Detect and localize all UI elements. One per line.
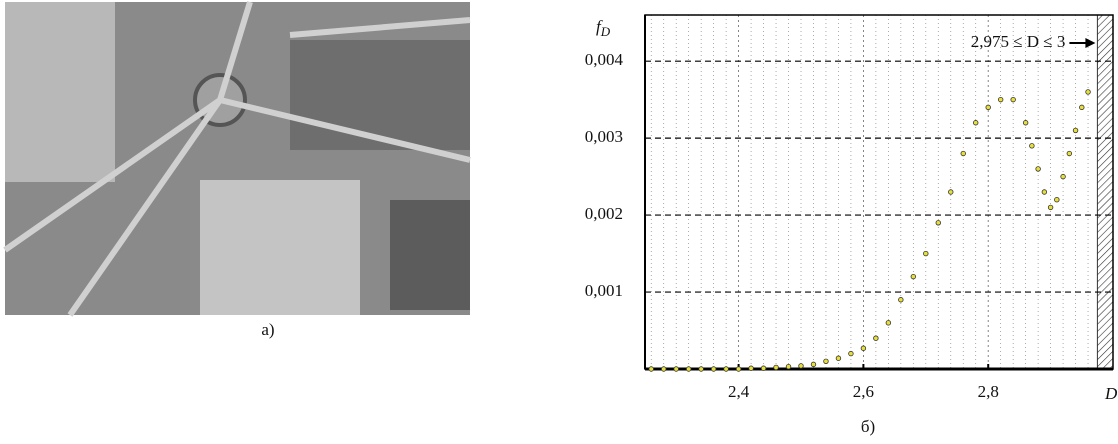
point [849, 351, 854, 356]
point [1042, 190, 1047, 195]
point [936, 220, 941, 225]
caption: а) [261, 320, 274, 339]
point [749, 366, 754, 371]
point [711, 367, 716, 372]
point [1055, 197, 1060, 202]
point [1030, 144, 1035, 149]
point [899, 297, 904, 302]
point [1061, 174, 1066, 179]
x-tick-label: 2,4 [728, 382, 750, 401]
point [799, 364, 804, 369]
y-axis-label-sub: D [600, 24, 611, 39]
point [861, 346, 866, 351]
point [1023, 120, 1028, 125]
point [973, 120, 978, 125]
point [674, 367, 679, 372]
shaded-span [1097, 15, 1113, 369]
point [774, 365, 779, 370]
y-tick-label: 0,003 [585, 127, 623, 146]
plot: 2,4 2,6 2,8 0,001 0,002 0,003 0,004 2,975 ≤ D ≤… [585, 15, 1113, 401]
y-tick-label: 0,001 [585, 281, 623, 300]
point [649, 367, 654, 372]
point [1036, 167, 1041, 172]
point [786, 364, 791, 369]
point [699, 367, 704, 372]
point [1073, 128, 1078, 133]
point [761, 366, 766, 371]
caption: б) [861, 417, 875, 436]
point [1086, 90, 1091, 95]
point [1048, 205, 1053, 210]
point [736, 367, 741, 372]
point [886, 321, 891, 326]
point [811, 362, 816, 367]
point [961, 151, 966, 156]
point [1067, 151, 1072, 156]
point [836, 356, 841, 361]
point [661, 367, 666, 372]
point [824, 359, 829, 364]
point [1080, 105, 1085, 110]
x-axis-label: D [1104, 384, 1118, 403]
point [924, 251, 929, 256]
figure: а) б) fD D 2,4 2,6 2,8 0,001 0,002 0,003 0,004… [0, 0, 1118, 439]
point [1011, 97, 1016, 102]
y-axis-label: fD [596, 17, 611, 39]
point [998, 97, 1003, 102]
point [686, 367, 691, 372]
aerial-photo [5, 2, 470, 315]
y-tick-label: 0,002 [585, 204, 623, 223]
annotation: 2,975 ≤ D ≤ 3 [971, 32, 1066, 51]
point [986, 105, 991, 110]
point [948, 190, 953, 195]
x-tick-label: 2,6 [853, 382, 874, 401]
point [911, 274, 916, 279]
point [874, 336, 879, 341]
y-tick-label: 0,004 [585, 50, 624, 69]
x-tick-label: 2,8 [978, 382, 999, 401]
point [724, 367, 729, 372]
annotation-arrowhead [1085, 38, 1095, 48]
